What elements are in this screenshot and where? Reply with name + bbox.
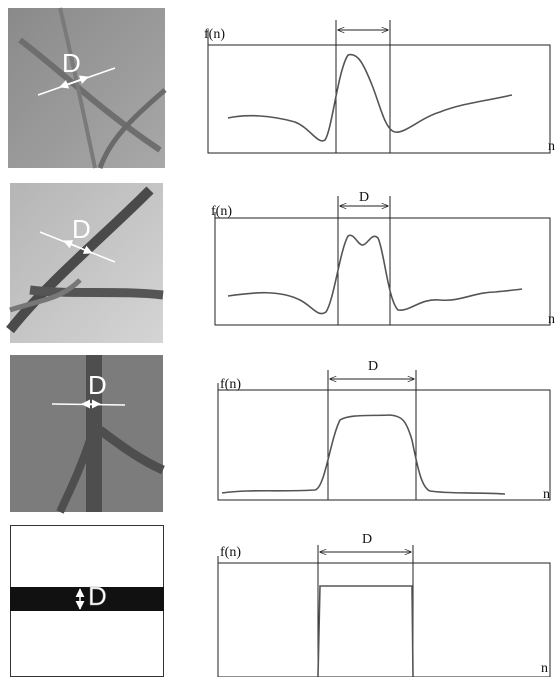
vessel xyxy=(30,290,163,295)
width-label: D xyxy=(362,532,372,547)
width-label: D xyxy=(368,359,378,374)
x-label: n xyxy=(541,661,548,676)
plot-3: f(n) D n xyxy=(218,359,550,502)
x-label: n xyxy=(543,487,550,502)
plot-2: f(n) D n xyxy=(211,190,555,327)
figure: D f(n) n D f(n) D n xyxy=(0,0,556,677)
profile-curve xyxy=(228,235,522,313)
image-bg xyxy=(10,183,163,343)
plot-frame xyxy=(218,563,550,677)
profile-curve xyxy=(318,586,413,676)
plot-frame xyxy=(208,45,550,153)
x-label: n xyxy=(548,139,555,154)
vessel-band xyxy=(10,587,164,611)
image-3: D xyxy=(10,355,163,512)
image-4: D xyxy=(10,526,164,677)
y-label: f(n) xyxy=(220,545,241,560)
y-label: f(n) xyxy=(220,377,241,392)
plot-4: f(n) D n xyxy=(218,532,550,677)
y-label: f(n) xyxy=(211,204,232,219)
x-label: n xyxy=(548,312,555,327)
plot-1: f(n) n xyxy=(204,20,555,154)
plot-frame xyxy=(218,390,550,500)
image-label: D xyxy=(88,370,107,400)
y-label: f(n) xyxy=(204,27,225,42)
image-1: D xyxy=(8,8,165,168)
image-label: D xyxy=(62,48,81,78)
image-bg xyxy=(8,8,165,168)
image-label: D xyxy=(88,581,107,611)
image-2: D xyxy=(10,183,163,343)
width-label: D xyxy=(359,190,369,205)
plot-frame xyxy=(215,218,550,325)
profile-curve xyxy=(228,55,512,141)
image-label: D xyxy=(72,214,91,244)
profile-curve xyxy=(222,415,505,494)
